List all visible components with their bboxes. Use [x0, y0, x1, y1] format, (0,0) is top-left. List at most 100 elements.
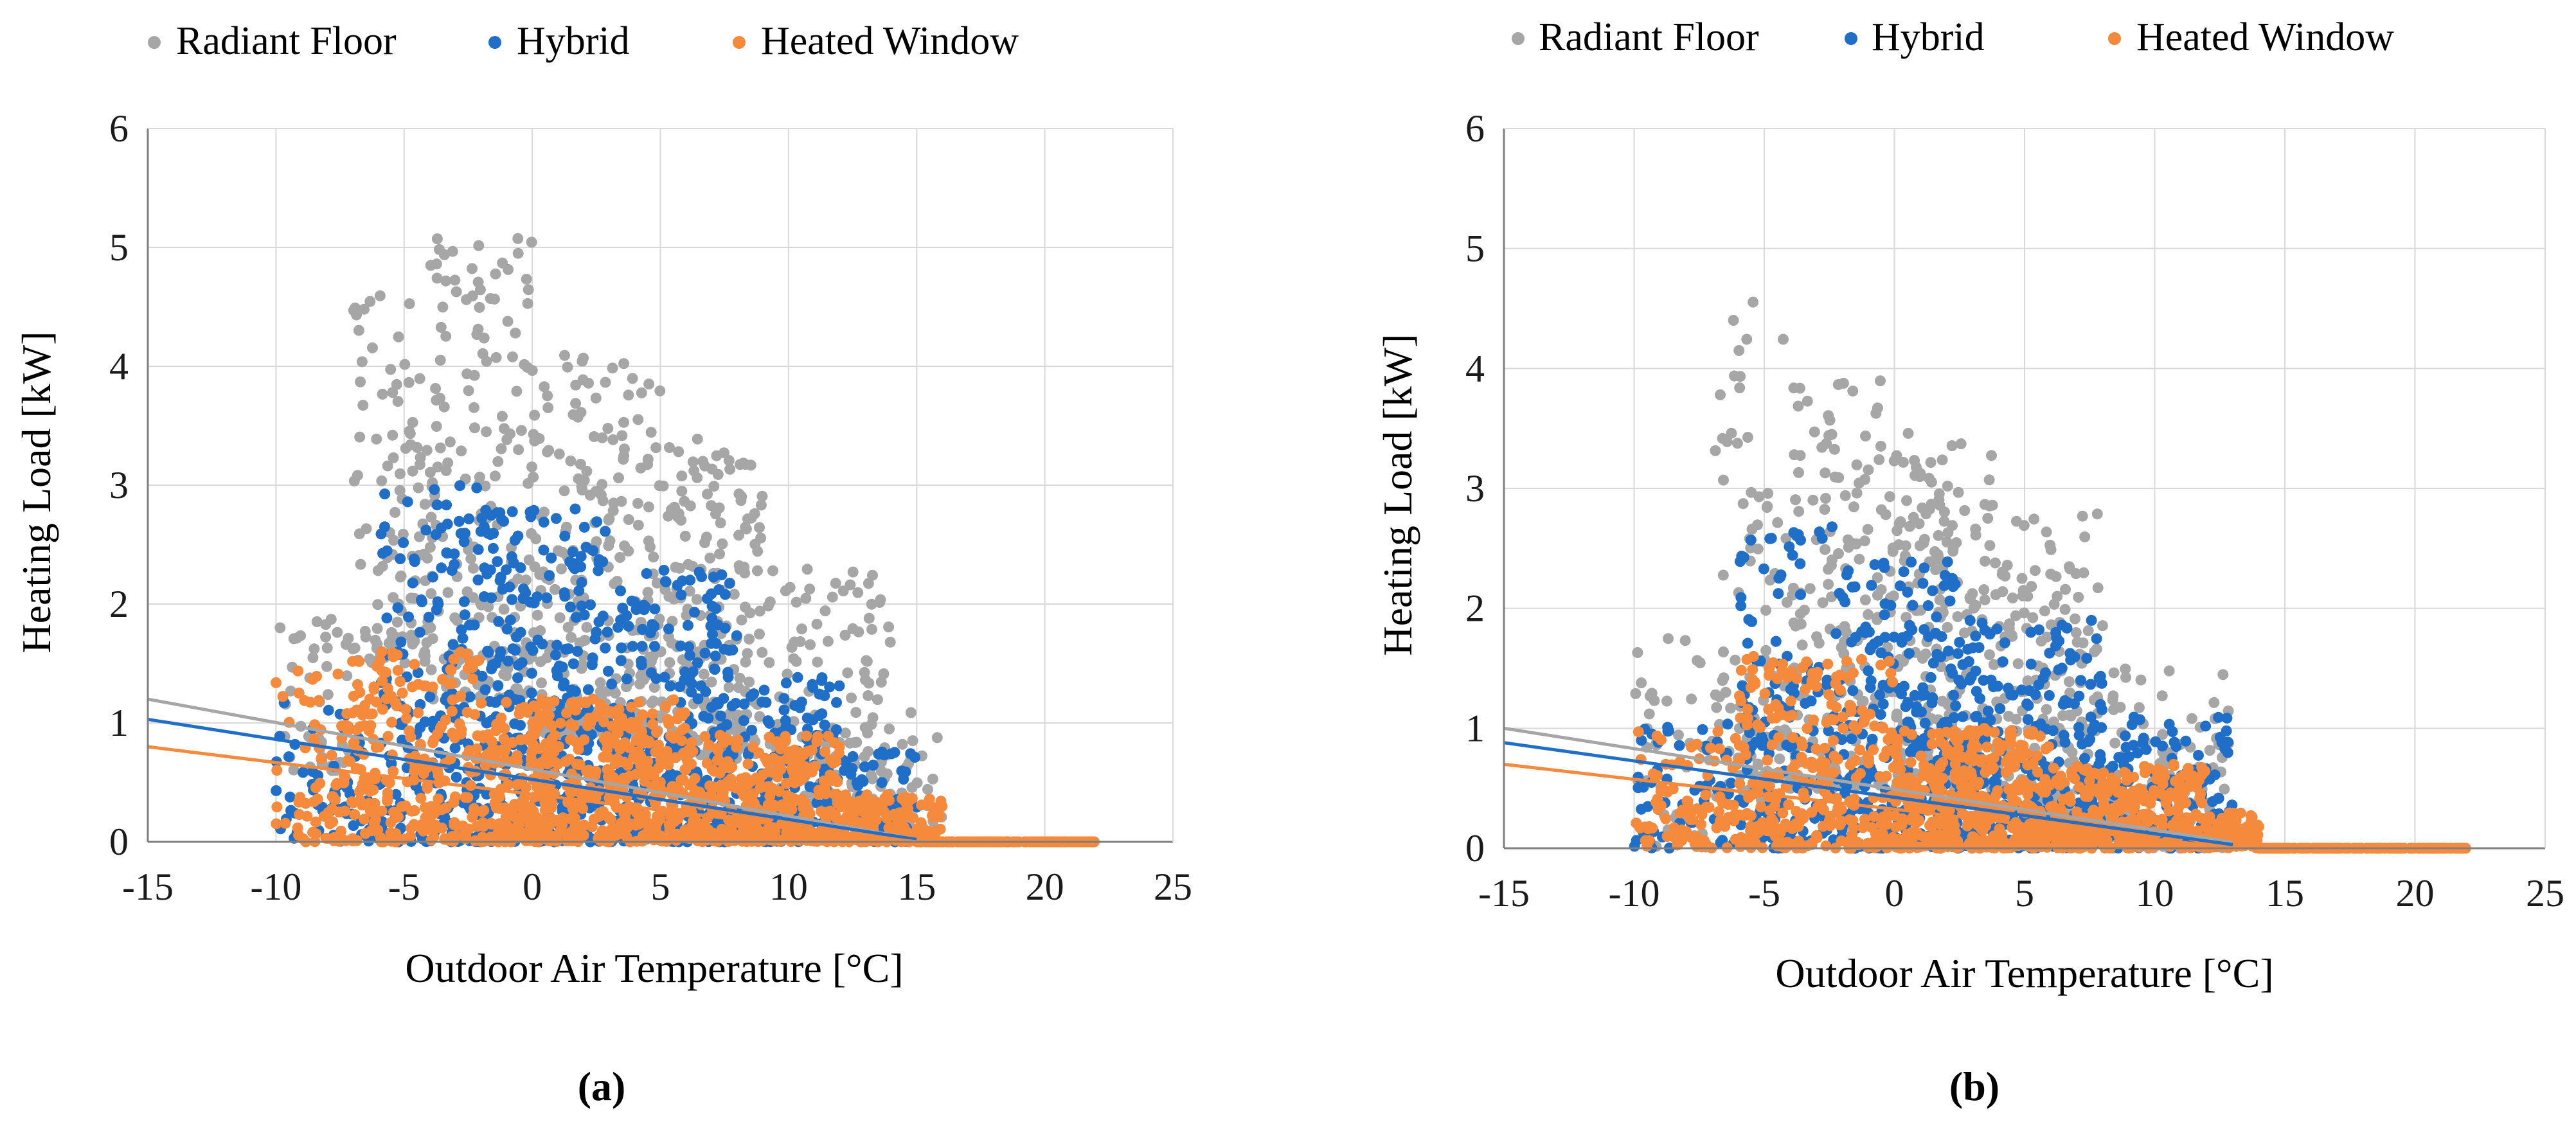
- data-point-hybrid: [431, 499, 443, 511]
- data-point-radiant-floor: [1733, 345, 1745, 356]
- data-point-radiant-floor: [364, 296, 376, 307]
- chart-panel-b: Radiant Floor Hybrid Heated Window 01234…: [1375, 15, 2564, 1109]
- data-point-hybrid: [1793, 529, 1804, 540]
- data-point-radiant-floor: [1952, 611, 1963, 623]
- data-point-radiant-floor: [643, 535, 654, 547]
- data-point-hybrid: [464, 691, 476, 702]
- data-point-hybrid: [1925, 672, 1936, 683]
- data-point-heated-window: [388, 651, 399, 663]
- data-point-hybrid: [458, 536, 470, 548]
- data-point-heated-window: [413, 679, 424, 690]
- data-point-hybrid: [1785, 684, 1796, 695]
- data-point-radiant-floor: [1772, 517, 1784, 528]
- data-point-hybrid: [381, 612, 393, 624]
- data-point-radiant-floor: [1823, 410, 1834, 422]
- data-point-heated-window: [640, 758, 650, 770]
- data-point-heated-window: [797, 797, 809, 808]
- data-point-radiant-floor: [730, 725, 742, 736]
- data-point-radiant-floor: [1959, 505, 1971, 516]
- data-point-radiant-floor: [1819, 504, 1830, 515]
- data-point-radiant-floor: [1854, 553, 1865, 565]
- data-point-radiant-floor: [479, 480, 491, 492]
- data-point-radiant-floor: [691, 594, 702, 605]
- data-point-radiant-floor: [1823, 430, 1834, 441]
- data-point-radiant-floor: [642, 454, 654, 465]
- y-tick-label: 0: [1465, 827, 1485, 869]
- data-point-radiant-floor: [863, 746, 874, 757]
- data-point-hybrid: [851, 777, 863, 788]
- data-point-heated-window: [760, 753, 771, 764]
- data-point-radiant-floor: [839, 727, 851, 739]
- data-point-heated-window: [613, 716, 624, 727]
- data-point-radiant-floor: [444, 436, 456, 448]
- data-point-hybrid: [546, 552, 557, 564]
- x-tick-label: -15: [122, 866, 174, 908]
- data-point-hybrid: [807, 714, 819, 726]
- data-point-radiant-floor: [1788, 382, 1800, 394]
- data-point-hybrid: [1766, 533, 1777, 544]
- y-tick-label: 1: [109, 702, 129, 744]
- data-point-hybrid: [412, 667, 424, 679]
- data-point-radiant-floor: [2079, 531, 2091, 542]
- data-point-heated-window: [701, 758, 713, 769]
- data-point-heated-window: [648, 769, 659, 781]
- data-point-radiant-floor: [355, 376, 366, 387]
- data-point-radiant-floor: [425, 664, 437, 675]
- data-point-radiant-floor: [784, 582, 796, 593]
- data-point-radiant-floor: [579, 634, 591, 646]
- legend-label-radiant-floor: Radiant Floor: [1539, 15, 1759, 59]
- data-point-radiant-floor: [449, 274, 461, 286]
- data-point-heated-window: [300, 797, 312, 809]
- data-point-hybrid: [424, 691, 436, 702]
- data-point-hybrid: [407, 577, 418, 589]
- data-point-radiant-floor: [526, 365, 538, 376]
- data-point-hybrid: [684, 650, 695, 661]
- data-point-hybrid: [593, 565, 604, 576]
- data-point-radiant-floor: [1946, 440, 1958, 452]
- data-point-hybrid: [447, 639, 459, 650]
- data-point-hybrid: [1917, 578, 1929, 589]
- data-point-hybrid: [1906, 557, 1917, 568]
- data-point-hybrid: [1722, 718, 1733, 730]
- data-point-radiant-floor: [697, 456, 708, 467]
- data-point-radiant-floor: [1901, 495, 1912, 506]
- data-point-radiant-floor: [581, 621, 593, 633]
- data-point-hybrid: [1837, 592, 1848, 603]
- data-point-hybrid: [1674, 740, 1685, 751]
- data-point-heated-window: [293, 688, 305, 699]
- data-point-radiant-floor: [1718, 474, 1729, 486]
- data-point-radiant-floor: [285, 685, 296, 697]
- data-point-heated-window: [647, 708, 658, 720]
- data-point-radiant-floor: [2007, 592, 2018, 603]
- data-point-radiant-floor: [867, 712, 879, 724]
- data-point-radiant-floor: [532, 609, 543, 621]
- data-point-heated-window: [833, 747, 845, 759]
- data-point-radiant-floor: [646, 697, 657, 709]
- data-point-radiant-floor: [847, 566, 859, 578]
- data-point-radiant-floor: [2039, 605, 2050, 617]
- data-point-heated-window: [445, 664, 457, 676]
- data-point-heated-window: [326, 791, 338, 803]
- data-point-heated-window: [935, 823, 946, 835]
- data-point-radiant-floor: [399, 657, 411, 669]
- data-point-radiant-floor: [863, 677, 875, 689]
- data-point-hybrid: [792, 672, 803, 683]
- data-point-heated-window: [496, 712, 507, 724]
- data-point-heated-window: [673, 783, 684, 795]
- data-point-radiant-floor: [415, 452, 426, 463]
- legend-marker-radiant-floor: [1512, 32, 1525, 45]
- data-point-hybrid: [408, 553, 420, 565]
- data-point-heated-window: [514, 815, 525, 827]
- data-point-hybrid: [423, 611, 434, 623]
- data-point-hybrid: [1863, 665, 1874, 677]
- data-point-hybrid: [544, 570, 555, 582]
- data-point-hybrid: [501, 564, 512, 576]
- data-point-radiant-floor: [1636, 677, 1647, 689]
- data-point-heated-window: [879, 792, 891, 804]
- data-point-heated-window: [485, 835, 497, 846]
- data-point-radiant-floor: [614, 552, 626, 563]
- y-tick-label: 6: [109, 107, 129, 150]
- data-point-hybrid: [663, 623, 674, 635]
- data-point-radiant-floor: [2018, 520, 2030, 531]
- legend: Radiant Floor Hybrid Heated Window: [1512, 15, 2394, 59]
